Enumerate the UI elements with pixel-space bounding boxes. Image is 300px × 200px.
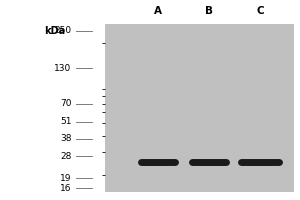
- Text: 16: 16: [60, 184, 71, 193]
- Text: C: C: [256, 6, 264, 16]
- Text: 38: 38: [60, 134, 71, 143]
- Text: 51: 51: [60, 117, 71, 126]
- Text: 250: 250: [54, 26, 71, 35]
- Text: kDa: kDa: [44, 26, 65, 36]
- Text: 19: 19: [60, 174, 71, 183]
- Text: 70: 70: [60, 99, 71, 108]
- Text: 28: 28: [60, 152, 71, 161]
- Text: B: B: [205, 6, 213, 16]
- Text: 130: 130: [54, 64, 71, 73]
- Text: A: A: [154, 6, 162, 16]
